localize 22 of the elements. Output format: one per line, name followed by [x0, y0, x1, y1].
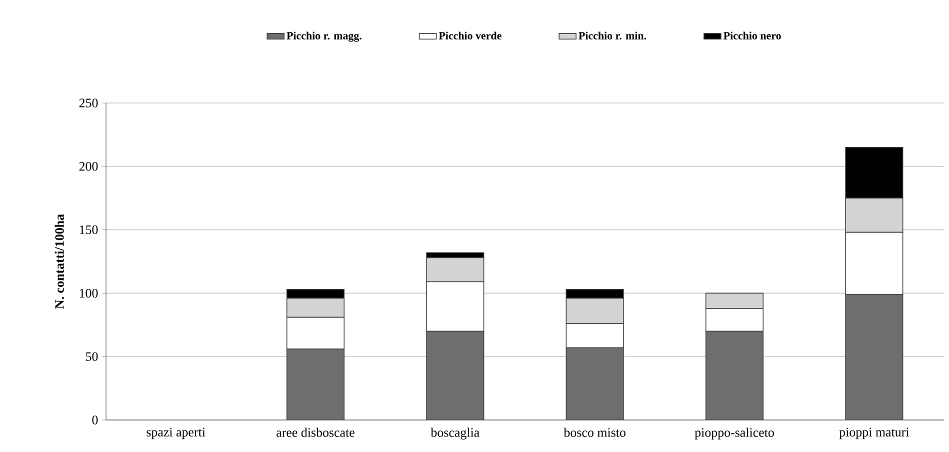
- x-tick-label: bosco misto: [564, 428, 626, 437]
- bar: [566, 347, 624, 420]
- y-tick-label: 250: [79, 98, 98, 108]
- y-tick-label: 0: [92, 416, 98, 424]
- y-tick-label: 150: [80, 225, 98, 234]
- x-tick-label: spazi aperti: [146, 428, 206, 440]
- y-tick-label: 100: [80, 288, 98, 298]
- bar: [426, 330, 484, 420]
- x-tick-label: pioppi maturi: [839, 428, 910, 440]
- legend-label: Picchio nero: [724, 32, 781, 40]
- x-tick-label: aree disboscate: [276, 428, 354, 437]
- legend-label: Picchio r. magg.: [286, 32, 362, 42]
- y-tick-label: 200: [79, 162, 98, 171]
- x-tick-label: pioppo-saliceto: [694, 428, 774, 440]
- bar: [286, 348, 345, 420]
- y-axis-title: N. contatti/100ha: [54, 214, 64, 309]
- bar: [705, 330, 764, 420]
- x-tick-label: boscaglia: [430, 428, 480, 440]
- legend-label: Picchio r. min.: [578, 32, 646, 40]
- bar: [845, 294, 904, 420]
- y-tick-label: 50: [86, 352, 98, 361]
- legend-label: Picchio verde: [438, 32, 502, 40]
